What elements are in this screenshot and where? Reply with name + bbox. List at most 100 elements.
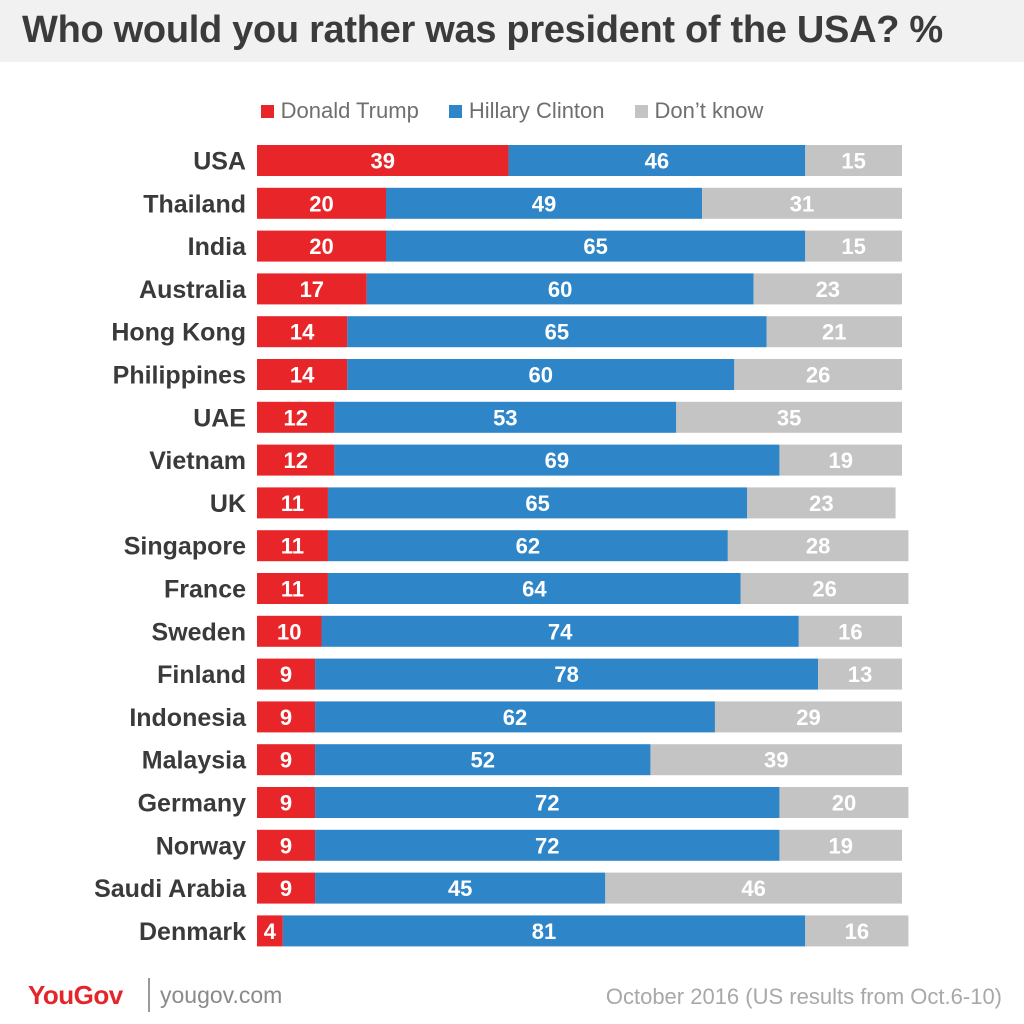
footer-source-note: October 2016 (US results from Oct.6-10) [605, 984, 1002, 1009]
bar-dont-know-france [740, 573, 909, 604]
value-label-dont-know-uae: 35 [777, 405, 801, 430]
value-label-dont-know-denmark: 16 [845, 919, 869, 944]
bar-trump-philippines [257, 359, 348, 390]
bar-clinton-usa [508, 145, 806, 176]
value-label-dont-know-india: 15 [841, 234, 865, 259]
bar-trump-uk [257, 487, 328, 519]
bar-trump-thailand [257, 187, 386, 219]
country-label-australia: Australia [139, 276, 247, 304]
bar-dont-know-sweden [798, 615, 902, 647]
value-label-clinton-france: 64 [522, 577, 547, 602]
value-label-trump-saudi-arabia: 9 [280, 876, 292, 901]
legend-swatch-clinton [448, 104, 462, 118]
bar-dont-know-hong-kong [766, 316, 902, 348]
country-label-sweden: Sweden [152, 618, 246, 646]
value-label-dont-know-singapore: 28 [806, 534, 830, 559]
value-label-clinton-saudi-arabia: 45 [448, 876, 472, 901]
legend-item-dont-know: Don’t know [634, 98, 764, 124]
value-label-trump-usa: 39 [371, 149, 395, 174]
country-label-indonesia: Indonesia [129, 704, 247, 732]
country-label-france: France [164, 576, 246, 604]
bar-clinton-philippines [347, 359, 735, 390]
bar-trump-germany [257, 787, 316, 818]
bar-trump-vietnam [257, 444, 335, 476]
bar-clinton-germany [315, 787, 780, 818]
value-label-dont-know-australia: 23 [816, 277, 840, 302]
value-label-dont-know-hong-kong: 21 [822, 320, 846, 345]
country-label-vietnam: Vietnam [149, 447, 246, 475]
country-label-singapore: Singapore [124, 533, 246, 561]
value-label-clinton-norway: 72 [535, 833, 559, 858]
bar-clinton-hong-kong [347, 316, 767, 348]
value-label-trump-philippines: 14 [290, 363, 315, 388]
bar-trump-australia [257, 273, 367, 305]
value-label-dont-know-vietnam: 19 [828, 448, 852, 473]
value-label-clinton-singapore: 62 [516, 534, 540, 559]
legend: Donald Trump Hillary Clinton Don’t know [0, 98, 1024, 124]
bar-dont-know-thailand [702, 187, 902, 219]
value-label-clinton-thailand: 49 [532, 191, 556, 216]
bar-clinton-norway [315, 829, 780, 861]
bar-clinton-india [386, 230, 806, 262]
bar-dont-know-norway [779, 829, 902, 861]
bar-clinton-uae [334, 401, 677, 433]
value-label-trump-sweden: 10 [277, 619, 301, 644]
bar-trump-singapore [257, 530, 328, 562]
bar-clinton-indonesia [315, 701, 715, 733]
footer-divider [148, 978, 150, 1012]
bar-clinton-thailand [386, 187, 703, 219]
value-label-trump-australia: 17 [300, 277, 324, 302]
legend-item-clinton: Hillary Clinton [448, 98, 605, 124]
value-label-dont-know-malaysia: 39 [764, 748, 788, 773]
bar-clinton-finland [315, 658, 819, 690]
country-label-finland: Finland [157, 661, 246, 689]
bar-dont-know-finland [818, 658, 902, 690]
bar-dont-know-indonesia [714, 701, 902, 733]
bar-dont-know-uk [747, 487, 896, 519]
value-label-dont-know-uk: 23 [809, 491, 833, 516]
bar-trump-hong-kong [257, 316, 348, 348]
value-label-trump-finland: 9 [280, 662, 292, 687]
country-label-thailand: Thailand [143, 190, 246, 218]
legend-label-clinton: Hillary Clinton [468, 98, 605, 123]
country-label-denmark: Denmark [139, 918, 246, 946]
value-label-dont-know-indonesia: 29 [796, 705, 820, 730]
value-label-clinton-vietnam: 69 [545, 448, 569, 473]
value-label-trump-malaysia: 9 [280, 748, 292, 773]
value-label-trump-germany: 9 [280, 791, 292, 816]
legend-label-dont-know: Don’t know [654, 98, 764, 123]
bar-clinton-uk [327, 487, 748, 519]
bar-dont-know-india [805, 230, 902, 262]
value-label-trump-india: 20 [309, 234, 333, 259]
footer-site-link[interactable]: yougov.com [160, 982, 283, 1008]
value-label-clinton-philippines: 60 [529, 363, 553, 388]
value-label-clinton-india: 65 [583, 234, 607, 259]
bar-clinton-saudi-arabia [315, 872, 606, 904]
country-label-uk: UK [210, 490, 246, 518]
value-label-trump-thailand: 20 [309, 191, 333, 216]
value-label-trump-denmark: 4 [264, 919, 277, 944]
country-label-india: India [188, 233, 247, 261]
bar-clinton-sweden [321, 615, 799, 647]
bar-dont-know-malaysia [650, 744, 902, 776]
bar-dont-know-philippines [734, 359, 902, 390]
country-label-usa: USA [193, 148, 246, 176]
value-label-trump-hong-kong: 14 [290, 320, 315, 345]
chart-title: Who would you rather was president of th… [22, 9, 943, 51]
bar-trump-saudi-arabia [257, 872, 316, 904]
bar-trump-malaysia [257, 744, 316, 776]
legend-label-trump: Donald Trump [280, 98, 419, 123]
bar-trump-sweden [257, 615, 322, 647]
value-label-clinton-hong-kong: 65 [545, 320, 569, 345]
value-label-clinton-malaysia: 52 [471, 748, 495, 773]
value-label-trump-uae: 12 [283, 405, 307, 430]
bar-dont-know-denmark [805, 915, 909, 947]
value-label-trump-france: 11 [281, 577, 304, 602]
value-label-clinton-uk: 65 [525, 491, 549, 516]
value-label-dont-know-finland: 13 [848, 662, 872, 687]
country-label-saudi-arabia: Saudi Arabia [94, 875, 247, 903]
country-label-hong-kong: Hong Kong [111, 319, 246, 347]
value-label-clinton-usa: 46 [645, 149, 669, 174]
bar-trump-usa [257, 145, 509, 176]
